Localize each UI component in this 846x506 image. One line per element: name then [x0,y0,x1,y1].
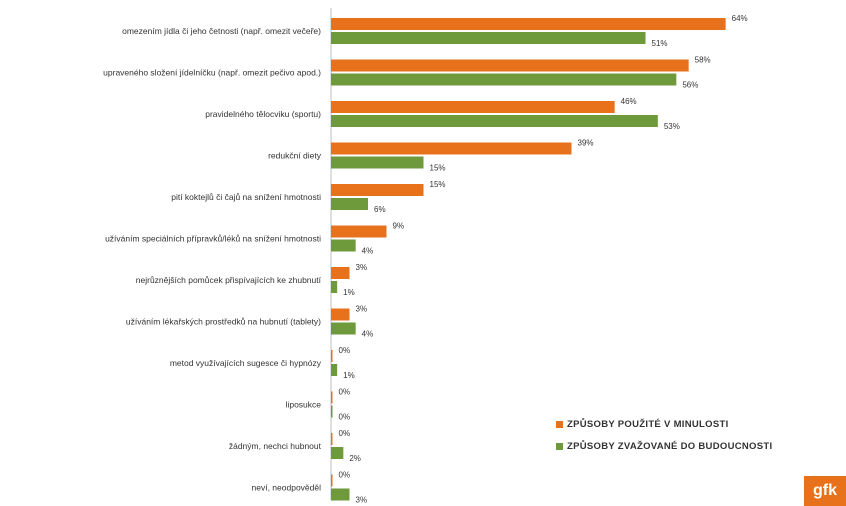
category-label: metod využívajících sugesce či hypnózy [170,358,322,368]
category-label: redukční diety [268,151,322,161]
bar-past [331,142,572,155]
legend: ZPŮSOBY POUŽITÉ V MINULOSTI ZPŮSOBY ZVAŽ… [556,413,772,457]
bar-future [331,32,646,44]
bar-past [331,474,333,487]
value-label-past: 0% [339,346,351,355]
value-label-past: 0% [339,388,351,397]
legend-item-future: ZPŮSOBY ZVAŽOVANÉ DO BUDOUCNOSTI [556,435,772,457]
category-label: užíváním lékařských prostředků na hubnut… [126,317,321,327]
category-label: liposukce [286,400,322,410]
bar-past [331,59,689,72]
value-label-past: 46% [621,97,637,106]
gfk-logo: gfk [804,476,846,506]
value-label-future: 1% [343,288,355,297]
value-label-past: 0% [339,471,351,480]
bar-future [331,488,350,501]
legend-item-past: ZPŮSOBY POUŽITÉ V MINULOSTI [556,413,772,435]
bar-future [331,322,356,335]
value-label-future: 0% [339,413,351,422]
category-label: užíváním speciálních přípravků/léků na s… [105,234,321,244]
bar-future [331,405,333,418]
value-label-past: 64% [732,14,748,23]
value-label-past: 3% [356,305,368,314]
bar-future [331,73,677,86]
bar-future [331,198,368,210]
value-label-past: 3% [356,263,368,272]
category-label: omezením jídla či jeho četnosti (např. o… [122,26,321,36]
value-label-past: 9% [393,222,405,231]
bar-past [331,101,615,113]
category-label: neví, neodpověděl [252,483,322,493]
legend-label-future: ZPŮSOBY ZVAŽOVANÉ DO BUDOUCNOSTI [567,440,773,452]
category-label: upraveného složení jídelníčku (např. ome… [103,68,321,78]
category-label: nejrůznějších pomůcek přispívajících ke … [136,275,322,285]
bar-past [331,350,333,362]
bar-past [331,391,333,404]
value-label-future: 3% [356,496,368,505]
category-label: pravidelného tělocviku (sportu) [205,109,321,119]
bar-future [331,115,658,127]
value-label-future: 4% [362,247,374,256]
value-label-future: 51% [652,39,668,48]
bar-past [331,433,333,445]
value-label-past: 15% [430,180,446,189]
value-label-past: 0% [339,429,351,438]
legend-label-past: ZPŮSOBY POUŽITÉ V MINULOSTI [567,418,729,430]
value-label-future: 2% [349,454,361,463]
value-label-future: 15% [430,164,446,173]
value-label-future: 56% [682,81,698,90]
bar-future [331,281,338,293]
bar-future [331,239,356,252]
value-label-future: 1% [343,371,355,380]
bar-future [331,364,338,376]
category-label: pití koktejlů či čajů na snížení hmotnos… [171,192,321,202]
bar-past [331,308,350,321]
bar-past [331,184,424,196]
category-label: žádným, nechci hubnout [229,441,322,451]
bar-future [331,156,424,169]
bar-future [331,447,344,459]
bar-past [331,225,387,238]
value-label-past: 39% [578,139,594,148]
legend-swatch-future [556,442,563,450]
value-label-future: 53% [664,122,680,131]
legend-swatch-past [556,420,563,428]
bar-past [331,18,726,30]
value-label-past: 58% [695,56,711,65]
bar-past [331,267,350,279]
value-label-future: 4% [362,330,374,339]
value-label-future: 6% [374,205,386,214]
